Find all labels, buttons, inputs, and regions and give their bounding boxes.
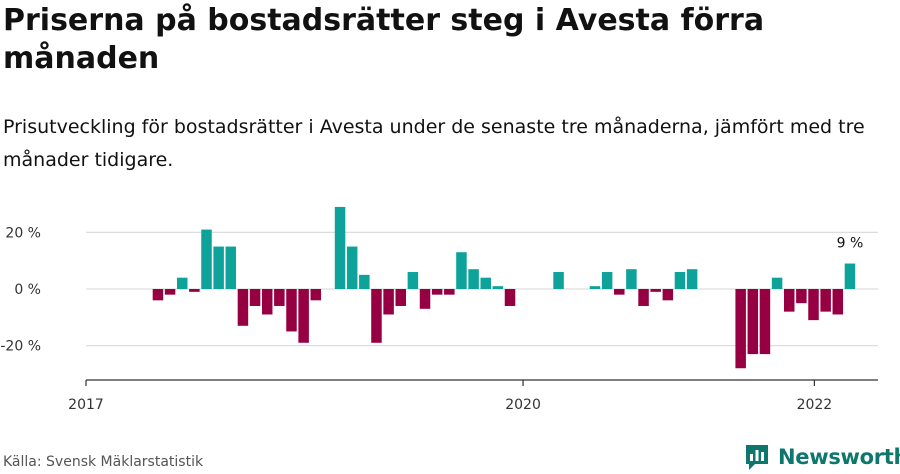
bar: [820, 289, 831, 312]
bar: [334, 206, 346, 289]
bar: [431, 289, 443, 295]
bar: [395, 289, 406, 306]
chart-subtitle: Prisutveckling för bostadsrätter i Avest…: [3, 116, 865, 171]
brand-logo: Newsworthy: [744, 442, 900, 472]
bar: [371, 289, 382, 343]
bar: [686, 269, 698, 289]
bar: [419, 289, 431, 309]
bar: [444, 289, 455, 295]
bar: [504, 289, 516, 306]
y-tick-label: -20 %: [0, 339, 41, 355]
bar: [383, 289, 394, 315]
bar: [553, 272, 564, 289]
bar: [771, 277, 783, 289]
bar: [808, 289, 819, 321]
bar: [407, 272, 419, 289]
bar: [346, 246, 358, 289]
bar: [225, 246, 237, 289]
bar: [832, 289, 844, 315]
annotation-label: 9 %: [837, 236, 864, 252]
bar: [456, 252, 467, 289]
y-axis-tick-labels: 20 % 0 % -20 %: [0, 225, 41, 354]
bar: [274, 289, 285, 306]
bar: [735, 289, 746, 369]
bar: [614, 289, 625, 295]
x-tick-label: 2020: [505, 397, 541, 413]
x-tick-label: 2017: [68, 397, 104, 413]
bar: [237, 289, 249, 326]
bar: [844, 263, 856, 289]
chart-title: Priserna på bostadsrätter steg i Avesta …: [3, 3, 765, 76]
bar: [201, 229, 212, 289]
bar: [662, 289, 674, 301]
bar: [492, 286, 504, 289]
bar: [589, 286, 601, 289]
bar: [310, 289, 322, 301]
bar: [152, 289, 164, 301]
bar: [650, 289, 661, 292]
bar: [759, 289, 771, 355]
annotation: 9 %: [837, 236, 864, 252]
bar: [796, 289, 807, 304]
newsworthy-logo-icon: [746, 445, 768, 470]
bar: [176, 277, 188, 289]
bar: [359, 274, 370, 289]
bar: [468, 269, 479, 289]
bars: [152, 206, 856, 369]
bar: [213, 246, 224, 289]
bar: [783, 289, 795, 312]
x-axis: 2017 2020 2022: [68, 379, 878, 413]
bar: [638, 289, 649, 306]
brand-name: Newsworthy: [778, 445, 900, 469]
bar: [261, 289, 273, 315]
bar: [601, 272, 613, 289]
bar: [286, 289, 297, 332]
bar: [298, 289, 309, 343]
bar: [189, 289, 200, 292]
bar: [747, 289, 759, 355]
y-tick-label: 20 %: [5, 225, 41, 241]
bar: [480, 277, 491, 289]
bar: [164, 289, 176, 295]
y-tick-label: 0 %: [14, 282, 41, 298]
bar: [674, 272, 686, 289]
x-tick-label: 2022: [797, 397, 833, 413]
source-note: Källa: Svensk Mäklarstatistik: [3, 454, 204, 470]
bar: [626, 269, 637, 289]
bar: [249, 289, 261, 306]
